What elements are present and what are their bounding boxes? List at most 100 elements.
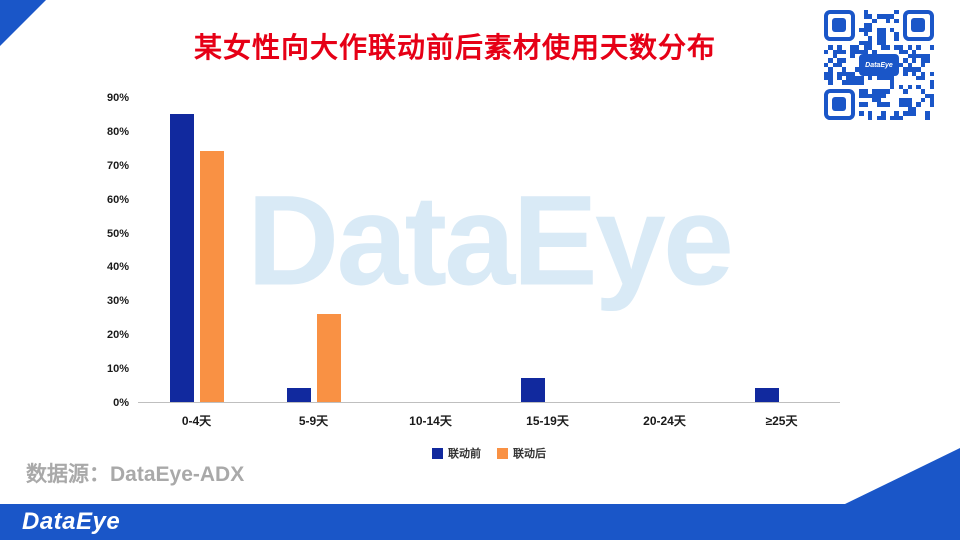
qr-module	[854, 67, 860, 72]
qr-module	[876, 14, 882, 19]
x-axis-label: ≥25天	[765, 414, 798, 428]
qr-module	[863, 45, 868, 50]
qr-module	[863, 14, 868, 19]
qr-module	[863, 49, 868, 54]
qr-module	[872, 93, 877, 98]
qr-module	[876, 36, 882, 41]
qr-center-logo: DataEye	[859, 54, 899, 76]
qr-module	[881, 27, 886, 32]
y-axis: 0% 10% 20% 30% 40% 50% 60% 70% 80% 90%	[92, 92, 138, 409]
qr-module	[907, 102, 912, 107]
qr-module	[846, 80, 851, 85]
qr-module	[890, 27, 895, 32]
qr-module	[881, 14, 886, 19]
bar-group	[255, 98, 372, 402]
qr-module	[929, 71, 934, 76]
bar-groups	[138, 98, 840, 402]
qr-module	[890, 115, 895, 120]
qr-module	[894, 32, 899, 37]
qr-module	[929, 98, 934, 103]
qr-module	[863, 89, 868, 94]
corner-decoration-top-left	[0, 0, 46, 46]
qr-module	[872, 98, 877, 103]
legend-item: 联动前	[432, 445, 481, 461]
qr-module	[872, 18, 877, 24]
qr-module	[912, 54, 917, 59]
qr-module	[876, 93, 882, 98]
qr-module	[837, 76, 842, 81]
qr-module	[881, 93, 886, 98]
qr-module	[890, 84, 895, 90]
y-tick-label: 60%	[106, 193, 129, 206]
qr-module	[868, 93, 873, 98]
qr-module	[863, 32, 868, 37]
y-tick-label: 0%	[113, 397, 129, 409]
qr-module	[881, 102, 886, 107]
qr-module	[912, 111, 917, 116]
qr-module	[898, 62, 904, 68]
qr-module	[841, 58, 846, 63]
qr-module	[859, 27, 864, 32]
x-axis-label: 10-14天	[409, 414, 452, 428]
qr-module	[824, 49, 829, 54]
qr-module	[832, 49, 838, 54]
qr-module	[872, 89, 877, 94]
footer-logo: DataEye	[22, 508, 121, 535]
qr-module	[916, 102, 921, 107]
x-axis-label: 5-9天	[298, 414, 329, 428]
qr-module	[929, 102, 934, 107]
qr-module	[828, 71, 833, 76]
qr-module	[854, 45, 860, 50]
bar-group	[489, 98, 606, 402]
bar-联动前	[169, 113, 194, 402]
qr-module	[824, 76, 829, 81]
qr-module	[876, 89, 882, 94]
qr-module	[903, 89, 908, 94]
qr-module	[859, 102, 864, 107]
qr-module	[876, 27, 882, 32]
qr-module	[929, 80, 934, 85]
qr-module	[868, 76, 873, 81]
qr-module	[920, 76, 926, 81]
qr-module	[863, 23, 868, 28]
qr-module	[916, 67, 921, 72]
x-axis-label: 20-24天	[643, 414, 686, 428]
qr-module	[903, 58, 908, 63]
y-tick-label: 10%	[106, 363, 129, 376]
qr-module	[876, 76, 882, 81]
qr-module	[920, 71, 926, 76]
qr-module	[907, 111, 912, 116]
qr-module	[894, 36, 899, 41]
qr-module	[920, 54, 926, 59]
qr-module	[894, 115, 899, 120]
qr-module	[859, 80, 864, 85]
qr-module	[850, 45, 855, 50]
qr-module	[841, 67, 846, 72]
qr-module	[841, 80, 846, 85]
qr-module	[828, 80, 833, 85]
qr-module	[903, 98, 908, 103]
qr-module	[824, 62, 829, 68]
bar-group	[138, 98, 255, 402]
qr-module	[898, 115, 904, 120]
qr-module	[903, 71, 908, 76]
qr-module	[881, 40, 886, 46]
qr-module	[868, 36, 873, 41]
qr-module	[868, 14, 873, 19]
qr-module	[859, 111, 864, 116]
qr-module	[912, 67, 917, 72]
qr-module	[907, 98, 912, 103]
qr-module	[881, 32, 886, 37]
qr-module	[846, 76, 851, 81]
plot-area: DataEye	[138, 98, 840, 403]
y-tick-label: 30%	[106, 295, 129, 308]
qr-module	[885, 18, 890, 24]
qr-module	[828, 58, 833, 63]
qr-module	[832, 62, 838, 68]
chart-title: 某女性向大作联动前后素材使用天数分布	[193, 32, 716, 63]
qr-module	[863, 10, 868, 15]
qr-module	[907, 106, 912, 112]
bar-联动后	[199, 151, 224, 402]
bar-联动前	[520, 378, 545, 402]
qr-module	[916, 45, 921, 50]
